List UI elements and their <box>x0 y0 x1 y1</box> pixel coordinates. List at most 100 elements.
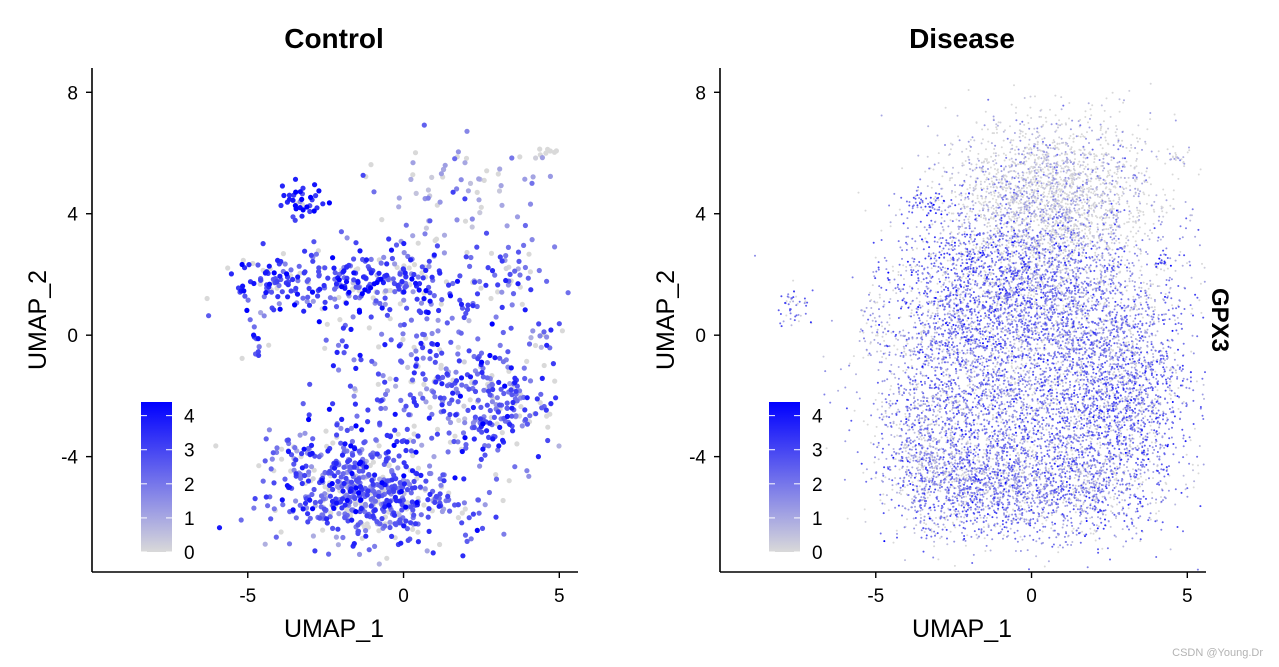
cell-point <box>1110 429 1113 432</box>
cell-point <box>401 523 407 529</box>
cell-point <box>1174 319 1176 322</box>
cell-point <box>1003 250 1006 253</box>
cell-point <box>1044 310 1047 313</box>
cell-point <box>1015 106 1018 109</box>
cell-point <box>296 263 302 269</box>
cell-point <box>961 301 964 304</box>
cell-point <box>1136 137 1138 140</box>
cell-point <box>888 324 891 326</box>
cell-point <box>1066 232 1069 234</box>
cell-point <box>1038 459 1041 462</box>
cell-point <box>1062 307 1065 310</box>
cell-point <box>347 488 353 494</box>
cell-point <box>397 520 403 526</box>
cell-point <box>1045 220 1048 223</box>
cell-point <box>908 285 911 288</box>
cell-point <box>1023 210 1026 213</box>
cell-point <box>1064 255 1067 257</box>
cell-point <box>1001 252 1004 255</box>
cell-point <box>931 223 934 226</box>
cell-point <box>418 512 424 518</box>
cell-point <box>1076 242 1079 245</box>
cell-point <box>398 397 404 403</box>
cell-point <box>1069 326 1072 329</box>
cell-point <box>967 89 970 91</box>
cell-point <box>297 432 303 438</box>
cell-point <box>1113 371 1116 374</box>
cell-point <box>1086 175 1089 178</box>
cell-point <box>1074 511 1077 514</box>
cell-point <box>1014 382 1016 385</box>
cell-point <box>411 423 417 429</box>
cell-point <box>1027 157 1030 160</box>
cell-point <box>312 499 318 506</box>
cell-point <box>1162 188 1165 191</box>
cell-point <box>1106 142 1109 145</box>
cell-point <box>355 522 361 528</box>
cell-point <box>354 413 360 419</box>
cell-point <box>1171 173 1174 176</box>
cell-point <box>353 284 359 290</box>
cell-point <box>382 379 388 385</box>
cell-point <box>1079 292 1081 294</box>
cell-point <box>1138 370 1141 373</box>
cell-point <box>1092 192 1095 195</box>
cell-point <box>1083 255 1086 258</box>
cell-point <box>1070 444 1073 447</box>
cell-point <box>1081 164 1084 167</box>
cell-point <box>977 152 980 155</box>
cell-point <box>426 528 432 535</box>
cell-point <box>377 420 383 426</box>
cell-point <box>271 506 277 512</box>
cell-point <box>411 478 417 485</box>
cell-point <box>982 448 985 451</box>
cell-point <box>1023 123 1026 126</box>
cell-point <box>996 169 999 172</box>
cell-point <box>387 376 393 382</box>
cell-point <box>490 436 496 442</box>
cell-point <box>1152 432 1155 434</box>
cell-point <box>1035 382 1038 385</box>
cell-point <box>1021 134 1024 137</box>
cell-point <box>412 150 419 156</box>
cell-point <box>1189 439 1192 442</box>
cell-point <box>331 265 337 271</box>
cell-point <box>1112 199 1115 202</box>
cell-point <box>998 371 1001 374</box>
cell-point <box>493 472 499 478</box>
cell-point <box>1129 330 1132 333</box>
cell-point <box>1017 334 1020 337</box>
cell-point <box>401 289 407 295</box>
cell-point <box>1031 254 1034 257</box>
cell-point <box>1153 306 1156 309</box>
cell-point <box>1107 305 1110 308</box>
cell-point <box>1080 207 1083 210</box>
cell-point <box>405 537 411 544</box>
cell-point <box>984 241 987 244</box>
cell-point <box>1059 165 1062 167</box>
cell-point <box>450 280 456 287</box>
cell-point <box>332 270 338 276</box>
cell-point <box>1024 224 1027 227</box>
cell-point <box>941 202 944 205</box>
cell-point <box>1043 565 1046 568</box>
cell-point <box>263 494 269 500</box>
cell-point <box>957 408 960 410</box>
cell-point <box>1125 160 1128 163</box>
cell-point <box>991 238 994 241</box>
cell-point <box>792 279 795 282</box>
cell-point <box>524 358 530 364</box>
cell-point <box>452 502 458 508</box>
cell-point <box>1154 435 1157 438</box>
cell-point <box>1013 84 1015 87</box>
cell-point <box>1045 428 1048 431</box>
cell-point <box>533 155 539 161</box>
cell-point <box>1037 157 1040 160</box>
cell-point <box>1118 241 1121 244</box>
cell-point <box>382 301 388 307</box>
cell-point <box>1122 101 1125 104</box>
cell-point <box>1029 218 1032 220</box>
cell-point <box>310 476 316 482</box>
cell-point <box>990 177 993 180</box>
cell-point <box>1055 233 1058 236</box>
